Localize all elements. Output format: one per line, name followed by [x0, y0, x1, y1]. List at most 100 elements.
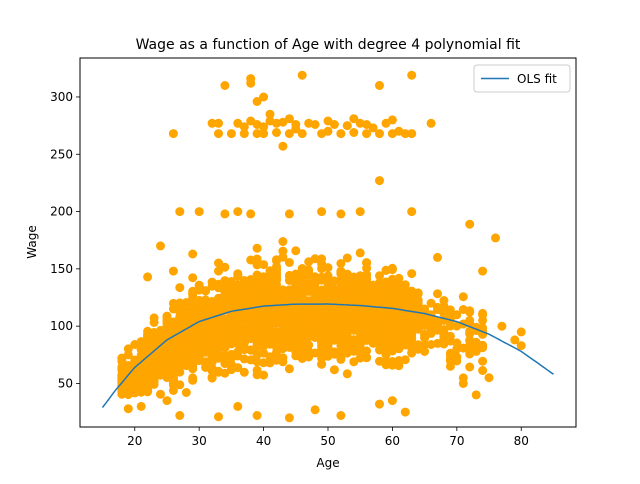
scatter-point: [478, 366, 488, 375]
scatter-point: [433, 289, 442, 299]
scatter-point: [123, 350, 133, 360]
scatter-point: [478, 356, 488, 366]
scatter-point: [156, 241, 165, 251]
scatter-point: [516, 327, 526, 337]
scatter-point: [194, 346, 204, 356]
scatter-point: [259, 129, 269, 139]
scatter-point: [349, 323, 359, 333]
scatter-point: [149, 328, 159, 337]
scatter-point: [387, 357, 397, 366]
scatter-point: [394, 337, 404, 347]
scatter-point: [336, 352, 346, 362]
scatter-point: [175, 411, 185, 420]
scatter-point: [162, 368, 172, 378]
scatter-point: [246, 255, 256, 265]
scatter-point: [149, 373, 159, 383]
scatter-point: [387, 396, 397, 406]
scatter-point: [168, 129, 178, 139]
scatter-point: [130, 356, 140, 366]
scatter-point: [201, 332, 211, 342]
scatter-point: [226, 311, 236, 321]
scatter-point: [136, 384, 146, 394]
scatter-point: [400, 280, 410, 290]
scatter-point: [297, 264, 307, 273]
scatter-point: [400, 299, 410, 309]
scatter-point: [201, 301, 211, 311]
scatter-point: [400, 129, 410, 139]
scatter-point: [246, 209, 256, 219]
scatter-point: [368, 330, 378, 340]
scatter-point: [394, 288, 404, 298]
scatter-point: [317, 292, 327, 302]
scatter-point: [310, 279, 320, 288]
scatter-point: [220, 328, 230, 338]
scatter-point: [168, 298, 178, 308]
legend-label: OLS fit: [517, 72, 557, 86]
scatter-point: [214, 366, 223, 376]
x-tick-label: 50: [320, 434, 335, 448]
scatter-point: [181, 349, 191, 358]
scatter-point: [407, 207, 417, 217]
scatter-point: [214, 129, 223, 139]
scatter-point: [407, 293, 417, 303]
scatter-point: [349, 114, 359, 124]
scatter-point: [284, 342, 294, 352]
scatter-point: [252, 350, 262, 360]
scatter-point: [117, 365, 127, 375]
scatter-point: [246, 285, 256, 295]
scatter-point: [162, 313, 172, 323]
scatter-point: [368, 123, 378, 133]
scatter-point: [284, 364, 294, 374]
legend-box: [473, 64, 571, 93]
scatter-point: [355, 346, 365, 355]
scatter-point: [375, 271, 384, 281]
scatter-point: [304, 303, 314, 312]
scatter-point: [336, 259, 346, 268]
scatter-point: [214, 118, 223, 128]
scatter-point: [317, 359, 327, 369]
scatter-point: [181, 361, 191, 371]
scatter-point: [342, 331, 352, 341]
scatter-point: [278, 353, 288, 363]
scatter-point: [259, 92, 269, 102]
scatter-point: [478, 340, 488, 350]
scatter-point: [510, 335, 520, 345]
scatter-point: [284, 303, 294, 313]
scatter-point: [381, 299, 391, 309]
scatter-point: [117, 373, 127, 383]
scatter-point: [387, 325, 397, 335]
scatter-point: [284, 209, 294, 219]
scatter-point: [355, 297, 365, 307]
scatter-point: [259, 260, 269, 270]
scatter-point: [304, 321, 314, 330]
scatter-point: [284, 413, 294, 423]
scatter-point: [387, 285, 397, 294]
scatter-point: [387, 312, 397, 322]
scatter-point: [433, 302, 442, 312]
scatter-point: [291, 120, 301, 129]
x-tick-label: 70: [449, 434, 464, 448]
scatter-point: [375, 345, 384, 355]
scatter-point: [342, 369, 352, 379]
x-tick-label: 40: [256, 434, 271, 448]
scatter-point: [310, 405, 320, 415]
scatter-point: [355, 248, 365, 258]
scatter-point: [375, 81, 384, 90]
scatter-point: [188, 353, 198, 363]
scatter-point: [175, 298, 185, 308]
scatter-point: [168, 266, 178, 276]
scatter-point: [162, 351, 172, 361]
scatter-point: [362, 287, 372, 297]
scatter-point: [194, 326, 204, 336]
scatter-point: [181, 298, 191, 307]
scatter-point: [329, 295, 339, 305]
scatter-point: [362, 277, 372, 287]
scatter-point: [252, 260, 262, 270]
scatter-point: [375, 399, 384, 409]
scatter-point: [220, 291, 230, 301]
scatter-point: [188, 375, 198, 385]
scatter-point: [194, 207, 204, 217]
scatter-point: [272, 303, 281, 312]
scatter-point: [188, 293, 198, 303]
